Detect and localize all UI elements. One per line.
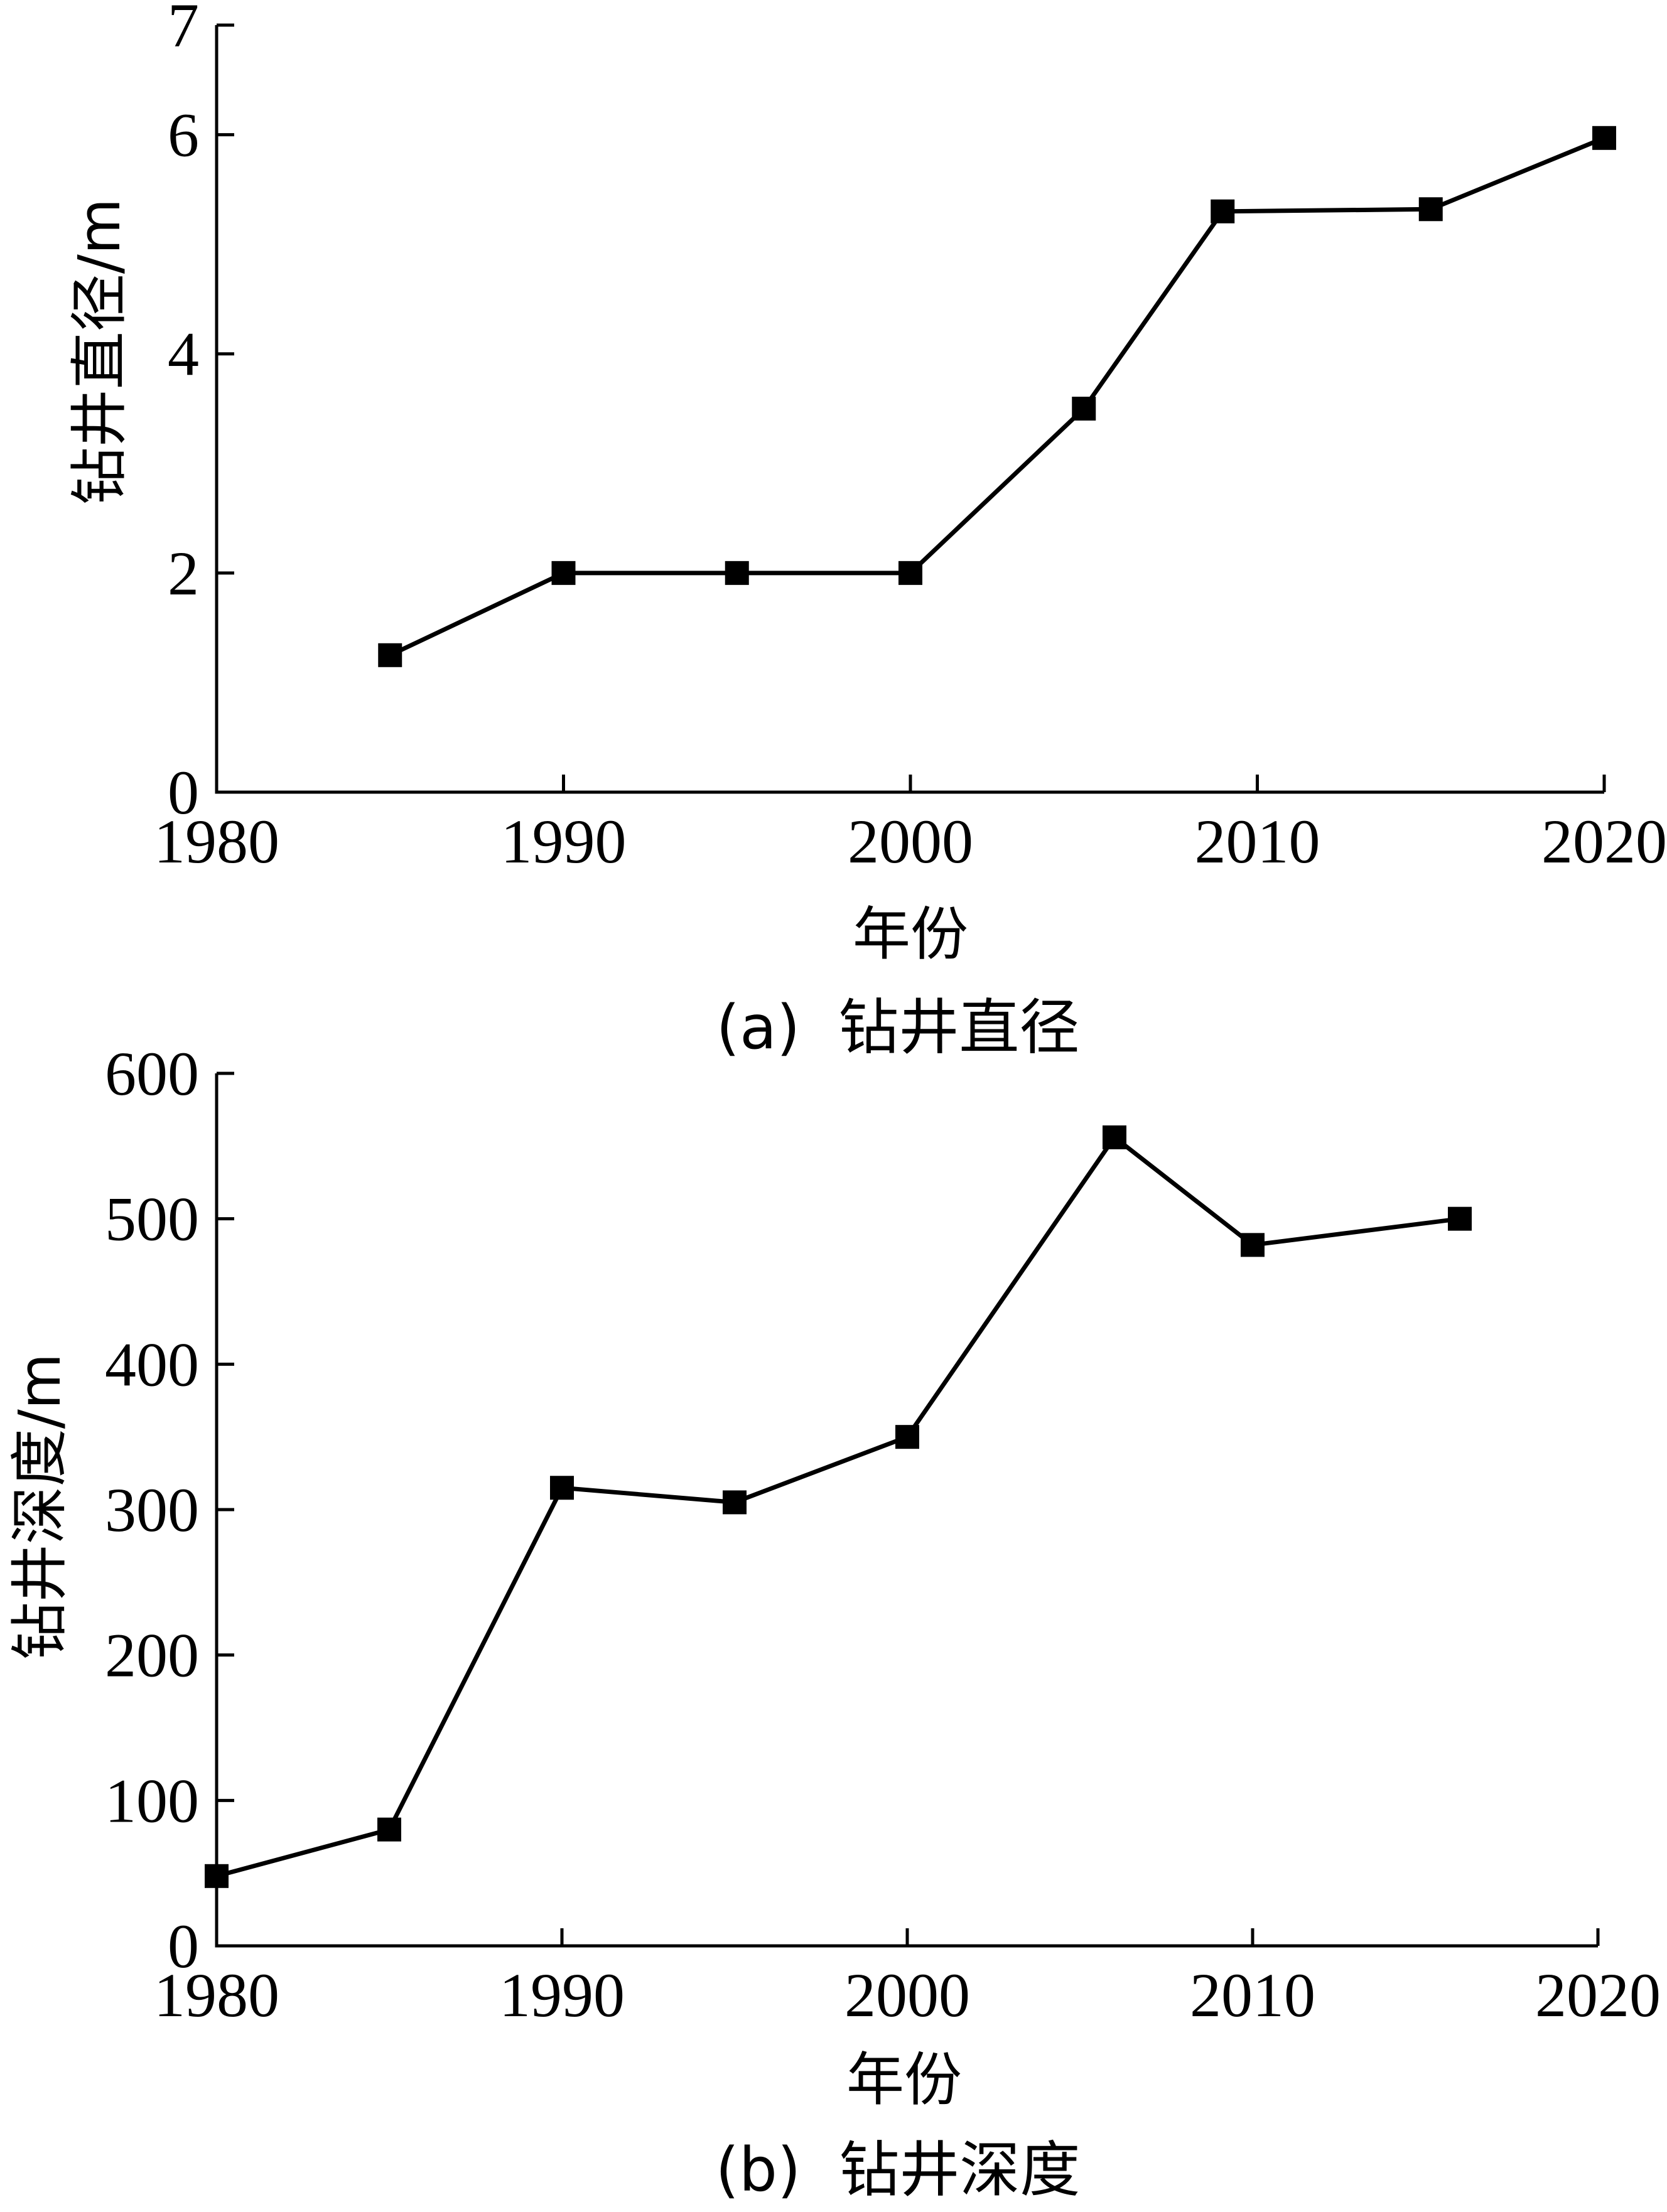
x-tick-label: 1980: [154, 807, 279, 876]
data-point: [377, 1817, 401, 1842]
y-tick-label: 4: [168, 319, 199, 389]
x-tick-label: 2000: [844, 1960, 970, 2030]
data-point: [1072, 397, 1096, 421]
x-tick-label: 2000: [848, 807, 973, 876]
data-point: [551, 561, 576, 585]
x-axis-label-b: 年份: [846, 2046, 962, 2113]
y-axis-label-a: 钻井直径/m: [66, 198, 133, 505]
panel-a-drill-diameter: 1980 1990 2000 2010 2020 0 2 4 6 7 年份 钻井直径/m (a) …: [66, 0, 1667, 1063]
data-point: [1211, 199, 1235, 223]
caption-a: (a) 钻井直径: [716, 992, 1080, 1063]
markers-a: [378, 126, 1616, 667]
x-tick-label: 1990: [499, 1960, 625, 2030]
x-tick-label: 1990: [501, 807, 627, 876]
data-point: [1448, 1206, 1472, 1231]
data-point: [725, 561, 749, 585]
ticks-a: 1980 1990 2000 2010 2020 0 2 4 6 7: [154, 0, 1667, 876]
data-point: [1103, 1125, 1126, 1149]
y-tick-label: 7: [168, 0, 199, 60]
y-tick-label: 0: [168, 758, 199, 827]
axes-frame-a: [215, 25, 1604, 794]
x-axis-label-a: 年份: [853, 901, 968, 968]
x-tick-label: 2010: [1190, 1960, 1315, 2030]
y-tick-label: 400: [105, 1329, 199, 1399]
data-point: [378, 643, 402, 667]
axes-frame-b: [215, 1073, 1598, 1948]
data-point: [205, 1864, 229, 1888]
y-tick-label: 6: [168, 100, 199, 170]
data-point: [1241, 1233, 1265, 1257]
data-point: [550, 1476, 574, 1500]
data-point: [1418, 197, 1443, 222]
x-tick-label: 2010: [1195, 807, 1320, 876]
x-tick-label: 1980: [154, 1960, 279, 2030]
x-tick-label: 2020: [1535, 1960, 1661, 2030]
x-tick-label: 2020: [1541, 807, 1667, 876]
y-tick-label: 200: [105, 1621, 199, 1690]
data-point: [723, 1490, 747, 1515]
y-tick-label: 100: [105, 1766, 199, 1835]
panel-b-drill-depth: 1980 1990 2000 2010 20200100200300400500600 …: [6, 1039, 1661, 2205]
series-line-a: [389, 136, 1605, 657]
data-point: [1592, 126, 1616, 150]
series-line-b: [216, 1134, 1460, 1879]
data-point: [895, 1425, 919, 1449]
y-axis-label-b: 钻井深度/m: [6, 1353, 73, 1660]
data-point: [898, 561, 922, 585]
y-tick-label: 2: [168, 539, 199, 608]
ticks-b: 1980 1990 2000 2010 2020 0 100 200 300 400 500 600: [105, 1039, 1661, 2030]
y-tick-label: 500: [105, 1184, 199, 1254]
y-tick-label: 0: [168, 1911, 199, 1981]
caption-b: (b) 钻井深度: [716, 2135, 1081, 2205]
y-tick-label: 600: [105, 1039, 199, 1109]
y-tick-label: 300: [105, 1475, 199, 1545]
markers-b: [205, 1125, 1472, 1888]
